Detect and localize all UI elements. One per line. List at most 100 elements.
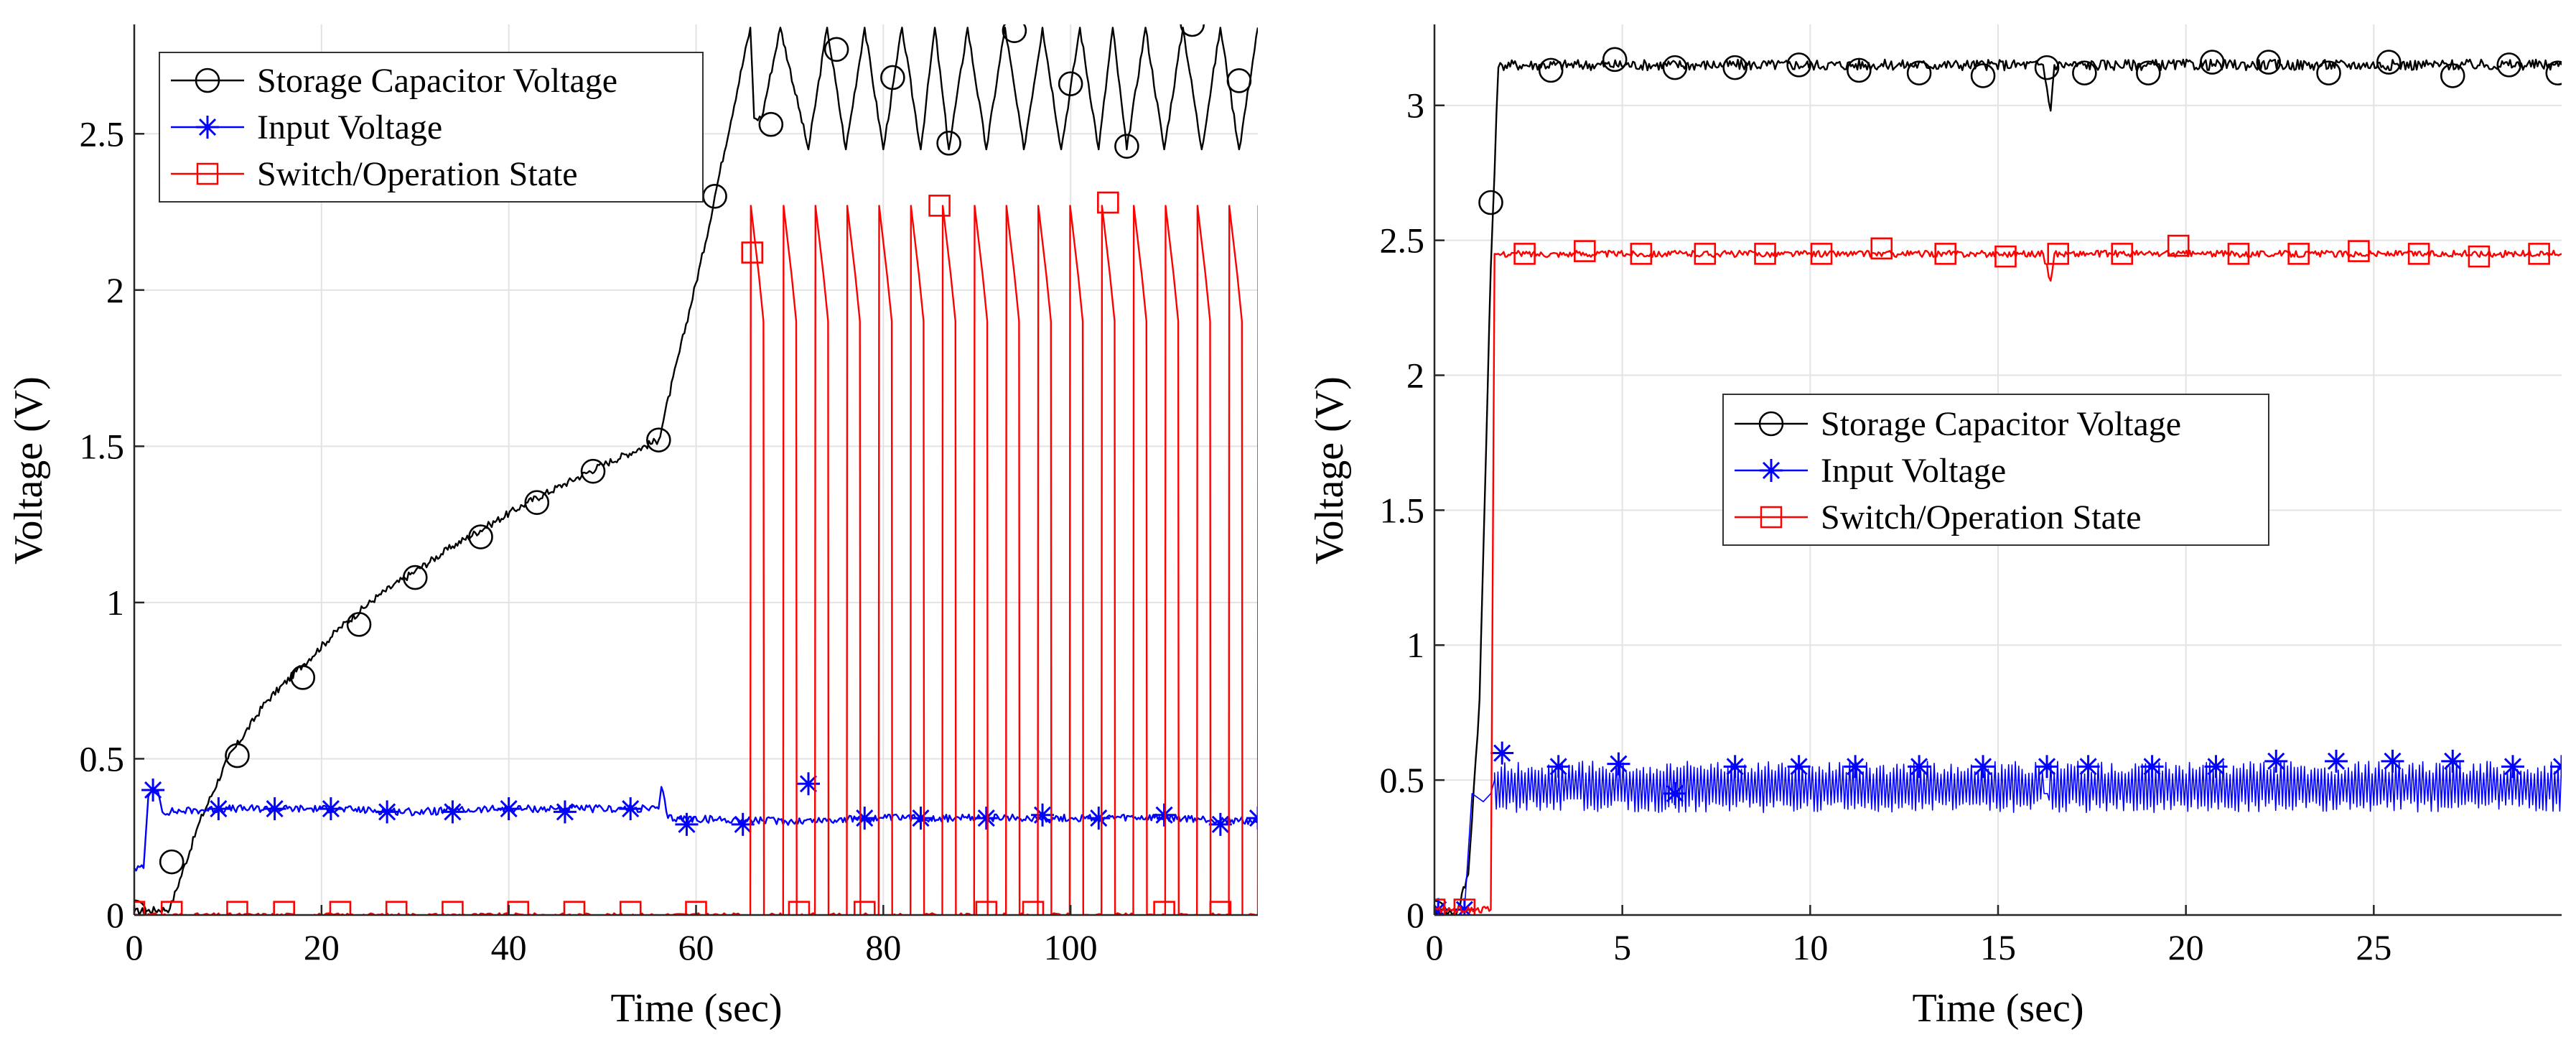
right-series-capacitor-marker-2 (1538, 57, 1564, 83)
right-chart: 0 5 10 15 20 25 0 0.5 1 1.5 2 2.5 3 Time (sec) Volta… (1307, 24, 2562, 1031)
left-y-tick-label-4: 2 (106, 270, 124, 310)
right-y-tick-label-4: 2 (1406, 355, 1424, 395)
left-x-tick-label-2: 40 (491, 927, 527, 967)
right-series-switch-marker-14 (2227, 243, 2250, 265)
left-x-tick-label-3: 60 (678, 927, 714, 967)
right-series-capacitor-marker-11 (2072, 60, 2097, 85)
left-series-input-marker-8 (619, 797, 643, 821)
left-series-capacitor-marker-12 (823, 37, 849, 62)
right-series-switch-marker-7 (1810, 243, 1833, 265)
left-series-switch-marker-15 (975, 901, 998, 915)
left-x-axis-label: Time (sec) (610, 986, 782, 1031)
right-series-capacitor-marker-1 (1478, 190, 1503, 215)
left-series-switch-marker-0 (134, 901, 146, 915)
left-x-tick-label-1: 20 (304, 927, 340, 967)
right-y-axis-label: Voltage (V) (1307, 376, 1352, 565)
right-series-input (1434, 741, 2562, 915)
left-x-tick-label-4: 80 (865, 927, 901, 967)
right-series-switch-marker-8 (1870, 237, 1893, 260)
left-series-capacitor-marker-8 (580, 458, 606, 484)
left-series-capacitor-marker-3 (290, 665, 316, 690)
right-series-switch-marker-16 (2348, 240, 2370, 262)
right-series-capacitor-marker-7 (1847, 57, 1872, 83)
left-series-input-marker-9 (675, 812, 699, 836)
right-y-tick-label-6: 3 (1406, 85, 1424, 126)
right-series-input-marker-19 (2501, 755, 2524, 779)
right-series-switch-line (1434, 249, 2562, 914)
left-y-tick-label-2: 1 (106, 582, 124, 623)
left-series-layer (134, 24, 1258, 915)
square-marker-icon (196, 162, 219, 185)
right-series-input-marker-3 (1546, 755, 1570, 779)
left-series-switch-marker-10 (685, 901, 707, 915)
right-series-input-marker-13 (2140, 755, 2164, 779)
right-legend-label-switch: Switch/Operation State (1821, 498, 2142, 537)
right-series-switch-marker-0 (1434, 898, 1446, 915)
left-series-switch-marker-12 (788, 901, 811, 915)
left-chart: 0 20 40 60 80 100 0 0.5 1 1.5 2 2.5 Time (sec) Volt… (6, 24, 1258, 1031)
right-legend-entry-switch: Switch/Operation State (1735, 498, 2142, 537)
left-series-input-marker-10 (731, 812, 755, 836)
left-series-capacitor-marker-19 (1226, 68, 1252, 93)
left-series-switch-marker-18 (1153, 901, 1175, 915)
right-series-switch-marker-6 (1754, 243, 1776, 265)
right-series-capacitor-marker-8 (1906, 60, 1932, 85)
left-series-input-marker-5 (441, 800, 465, 824)
left-series-switch-marker-5 (385, 901, 408, 915)
left-y-tick-label-5: 2.5 (80, 113, 125, 154)
right-series-capacitor-marker-18 (2496, 52, 2522, 78)
left-series-input-marker-14 (974, 807, 998, 830)
left-series-switch-marker-14 (928, 195, 951, 217)
circle-marker-icon (1758, 411, 1784, 437)
left-axes: 0 20 40 60 80 100 0 0.5 1 1.5 2 2.5 (80, 24, 1258, 967)
right-y-tick-label-1: 0.5 (1380, 760, 1425, 800)
right-series-capacitor-marker-4 (1662, 55, 1688, 80)
right-series-switch-marker-3 (1574, 240, 1596, 262)
right-series-switch-marker-9 (1934, 243, 1957, 265)
right-x-tick-label-5: 25 (2356, 927, 2391, 967)
left-series-capacitor-marker-0 (134, 899, 147, 915)
right-y-tick-label-5: 2.5 (1380, 220, 1425, 261)
right-series-capacitor-marker-17 (2440, 63, 2465, 88)
left-series-input-marker-6 (497, 797, 521, 821)
right-series-input-marker-4 (1607, 752, 1630, 776)
left-y-tick-label-3: 1.5 (80, 426, 125, 466)
left-series-input-marker-19 (1246, 807, 1258, 830)
left-series-capacitor-marker-4 (346, 612, 372, 637)
left-series-input (134, 772, 1258, 872)
right-series-capacitor-marker-16 (2376, 50, 2402, 75)
left-series-input-marker-3 (319, 797, 342, 821)
right-series-switch (1434, 234, 2562, 915)
left-series-capacitor-marker-11 (758, 111, 784, 137)
right-legend-entry-capacitor: Storage Capacitor Voltage (1735, 405, 2181, 443)
right-series-input-marker-2 (1490, 741, 1514, 765)
right-series-input-marker-8 (1844, 755, 1867, 779)
right-series-input-marker-17 (2381, 749, 2404, 773)
left-series-capacitor-marker-17 (1114, 134, 1139, 159)
left-series-switch-marker-17 (1097, 191, 1119, 214)
left-x-tick-label-0: 0 (126, 927, 144, 967)
left-series-input-marker-0 (141, 778, 165, 802)
left-y-tick-label-1: 0.5 (80, 738, 125, 779)
right-series-input-marker-5 (1663, 781, 1686, 805)
left-series-capacitor-marker-13 (880, 65, 905, 90)
right-legend-label-input: Input Voltage (1821, 452, 2006, 490)
right-axes: 0 5 10 15 20 25 0 0.5 1 1.5 2 2.5 3 (1380, 24, 2562, 967)
star-marker-icon (1760, 459, 1783, 482)
right-series-switch-marker-10 (1994, 245, 2017, 268)
left-series-capacitor-marker-15 (1002, 24, 1027, 43)
right-series-input-marker-12 (2076, 755, 2100, 779)
right-y-tick-label-3: 1.5 (1380, 490, 1425, 530)
left-series-switch-marker-1 (160, 901, 183, 915)
left-series-capacitor-marker-5 (402, 565, 428, 590)
right-series-layer (1434, 47, 2562, 915)
left-series-input-marker-17 (1152, 803, 1176, 827)
left-series-capacitor-marker-2 (225, 743, 250, 768)
right-series-capacitor-marker-5 (1722, 55, 1747, 80)
right-x-tick-label-4: 20 (2168, 927, 2204, 967)
left-series-capacitor-marker-6 (468, 524, 493, 549)
left-series-switch-marker-16 (1022, 901, 1045, 915)
right-x-tick-label-1: 5 (1613, 927, 1631, 967)
left-x-tick-label-5: 100 (1044, 927, 1098, 967)
left-series-input-marker-11 (797, 772, 820, 796)
